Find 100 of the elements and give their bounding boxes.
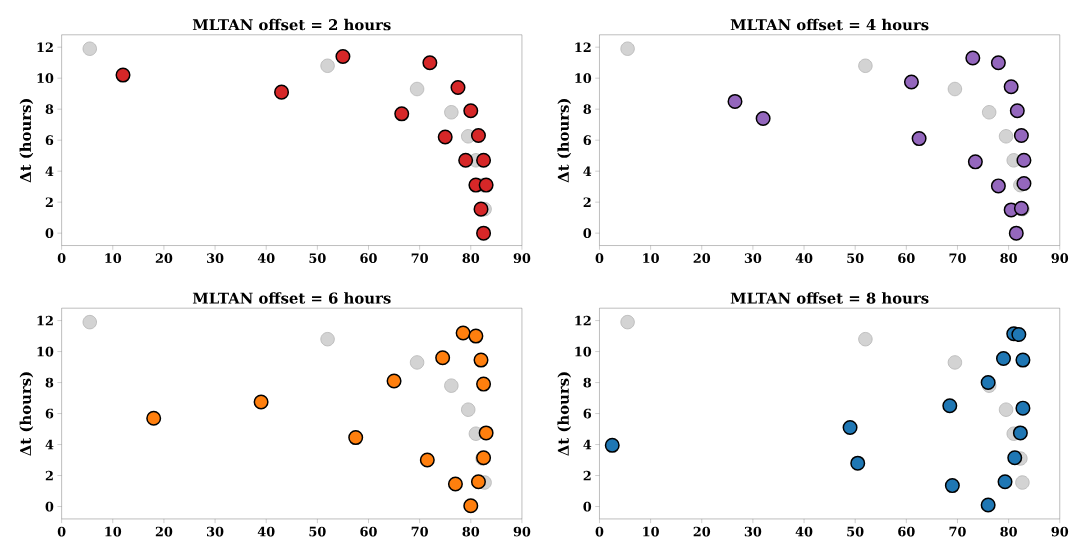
point xyxy=(458,152,474,168)
x-tick-label: 50 xyxy=(847,253,864,264)
point xyxy=(419,452,435,468)
y-tick-label: 8 xyxy=(583,377,592,388)
y-tick-label: 12 xyxy=(37,42,53,53)
point xyxy=(1011,327,1027,343)
point xyxy=(463,103,479,119)
point xyxy=(463,498,479,514)
point xyxy=(620,315,635,330)
point xyxy=(473,352,489,368)
y-tick-label: 6 xyxy=(583,135,592,146)
point xyxy=(409,82,425,97)
x-tick-label: 10 xyxy=(643,253,659,264)
point xyxy=(1016,152,1032,168)
point xyxy=(394,106,410,122)
x-tick-label: 20 xyxy=(155,526,173,537)
point xyxy=(82,41,97,57)
point xyxy=(998,402,1014,417)
x-tick-label: 20 xyxy=(693,526,711,537)
point xyxy=(1016,176,1032,192)
point xyxy=(911,131,927,147)
point xyxy=(348,430,364,446)
point xyxy=(409,355,425,370)
point xyxy=(942,398,958,414)
point xyxy=(1009,103,1025,119)
y-tick-label: 6 xyxy=(583,408,592,419)
y-tick-label: 10 xyxy=(37,73,54,84)
y-tick-label: 4 xyxy=(583,439,592,450)
x-tick-label: 80 xyxy=(462,526,480,537)
x-tick-label: 70 xyxy=(411,526,428,537)
point xyxy=(1015,352,1031,368)
point xyxy=(965,50,981,66)
y-tick-label: 12 xyxy=(37,315,53,326)
point xyxy=(435,350,451,366)
chart-title: MLTAN offset = 4 hours xyxy=(730,18,929,31)
x-tick-label: 70 xyxy=(949,526,966,537)
x-tick-label: 40 xyxy=(257,526,275,537)
x-tick-label: 80 xyxy=(1000,526,1017,537)
x-tick-label: 60 xyxy=(360,253,377,264)
y-tick-label: 10 xyxy=(575,73,592,84)
point xyxy=(470,474,486,490)
y-tick-label: 2 xyxy=(45,470,53,481)
point xyxy=(858,332,873,347)
point xyxy=(82,315,97,330)
point xyxy=(1007,450,1023,466)
point xyxy=(473,201,489,217)
x-tick-label: 30 xyxy=(207,526,224,537)
point xyxy=(842,420,858,436)
y-tick-label: 2 xyxy=(45,197,53,208)
x-tick-label: 40 xyxy=(795,253,813,264)
point xyxy=(115,67,131,83)
chart-title: MLTAN offset = 2 hours xyxy=(192,18,391,31)
point xyxy=(253,394,269,410)
point xyxy=(967,154,983,170)
point xyxy=(620,41,635,57)
y-tick-label: 10 xyxy=(37,346,54,357)
x-tick-label: 60 xyxy=(898,253,915,264)
x-tick-label: 50 xyxy=(309,253,326,264)
x-tick-label: 40 xyxy=(795,526,813,537)
x-tick-label: 80 xyxy=(462,253,480,264)
point xyxy=(990,55,1006,71)
x-tick-label: 50 xyxy=(309,526,326,537)
x-tick-label: 90 xyxy=(1051,253,1069,264)
point xyxy=(320,58,335,74)
x-tick-label: 10 xyxy=(643,526,659,537)
point xyxy=(997,474,1013,490)
y-tick-label: 12 xyxy=(575,315,591,326)
y-tick-label: 8 xyxy=(45,104,54,115)
x-tick-label: 30 xyxy=(744,253,762,264)
x-tick-label: 60 xyxy=(898,526,915,537)
point xyxy=(455,325,471,341)
y-axis-title: Δt (hours) xyxy=(19,372,34,456)
x-tick-label: 0 xyxy=(595,253,604,264)
point xyxy=(980,497,996,513)
point xyxy=(604,437,620,453)
x-tick-label: 20 xyxy=(693,253,711,264)
x-tick-label: 30 xyxy=(207,253,224,264)
point xyxy=(386,373,402,389)
point xyxy=(422,55,438,71)
y-tick-label: 8 xyxy=(583,104,592,115)
x-tick-label: 20 xyxy=(155,253,173,264)
x-tick-label: 0 xyxy=(57,526,66,537)
chart-title: MLTAN offset = 8 hours xyxy=(730,292,929,304)
y-tick-label: 0 xyxy=(45,228,54,239)
x-tick-label: 0 xyxy=(595,526,604,537)
x-tick-label: 90 xyxy=(1051,526,1069,537)
y-tick-label: 8 xyxy=(45,377,54,388)
x-tick-label: 90 xyxy=(513,526,531,537)
point xyxy=(1015,475,1030,490)
x-tick-label: 50 xyxy=(847,526,864,537)
y-tick-label: 4 xyxy=(45,166,54,177)
y-axis-title: Δt (hours) xyxy=(557,99,571,183)
x-tick-label: 90 xyxy=(513,253,531,264)
y-tick-label: 2 xyxy=(583,470,591,481)
y-tick-label: 0 xyxy=(583,501,592,512)
point xyxy=(444,378,459,393)
point xyxy=(1003,79,1019,95)
point xyxy=(858,58,873,74)
point xyxy=(727,94,743,110)
point xyxy=(944,478,960,494)
